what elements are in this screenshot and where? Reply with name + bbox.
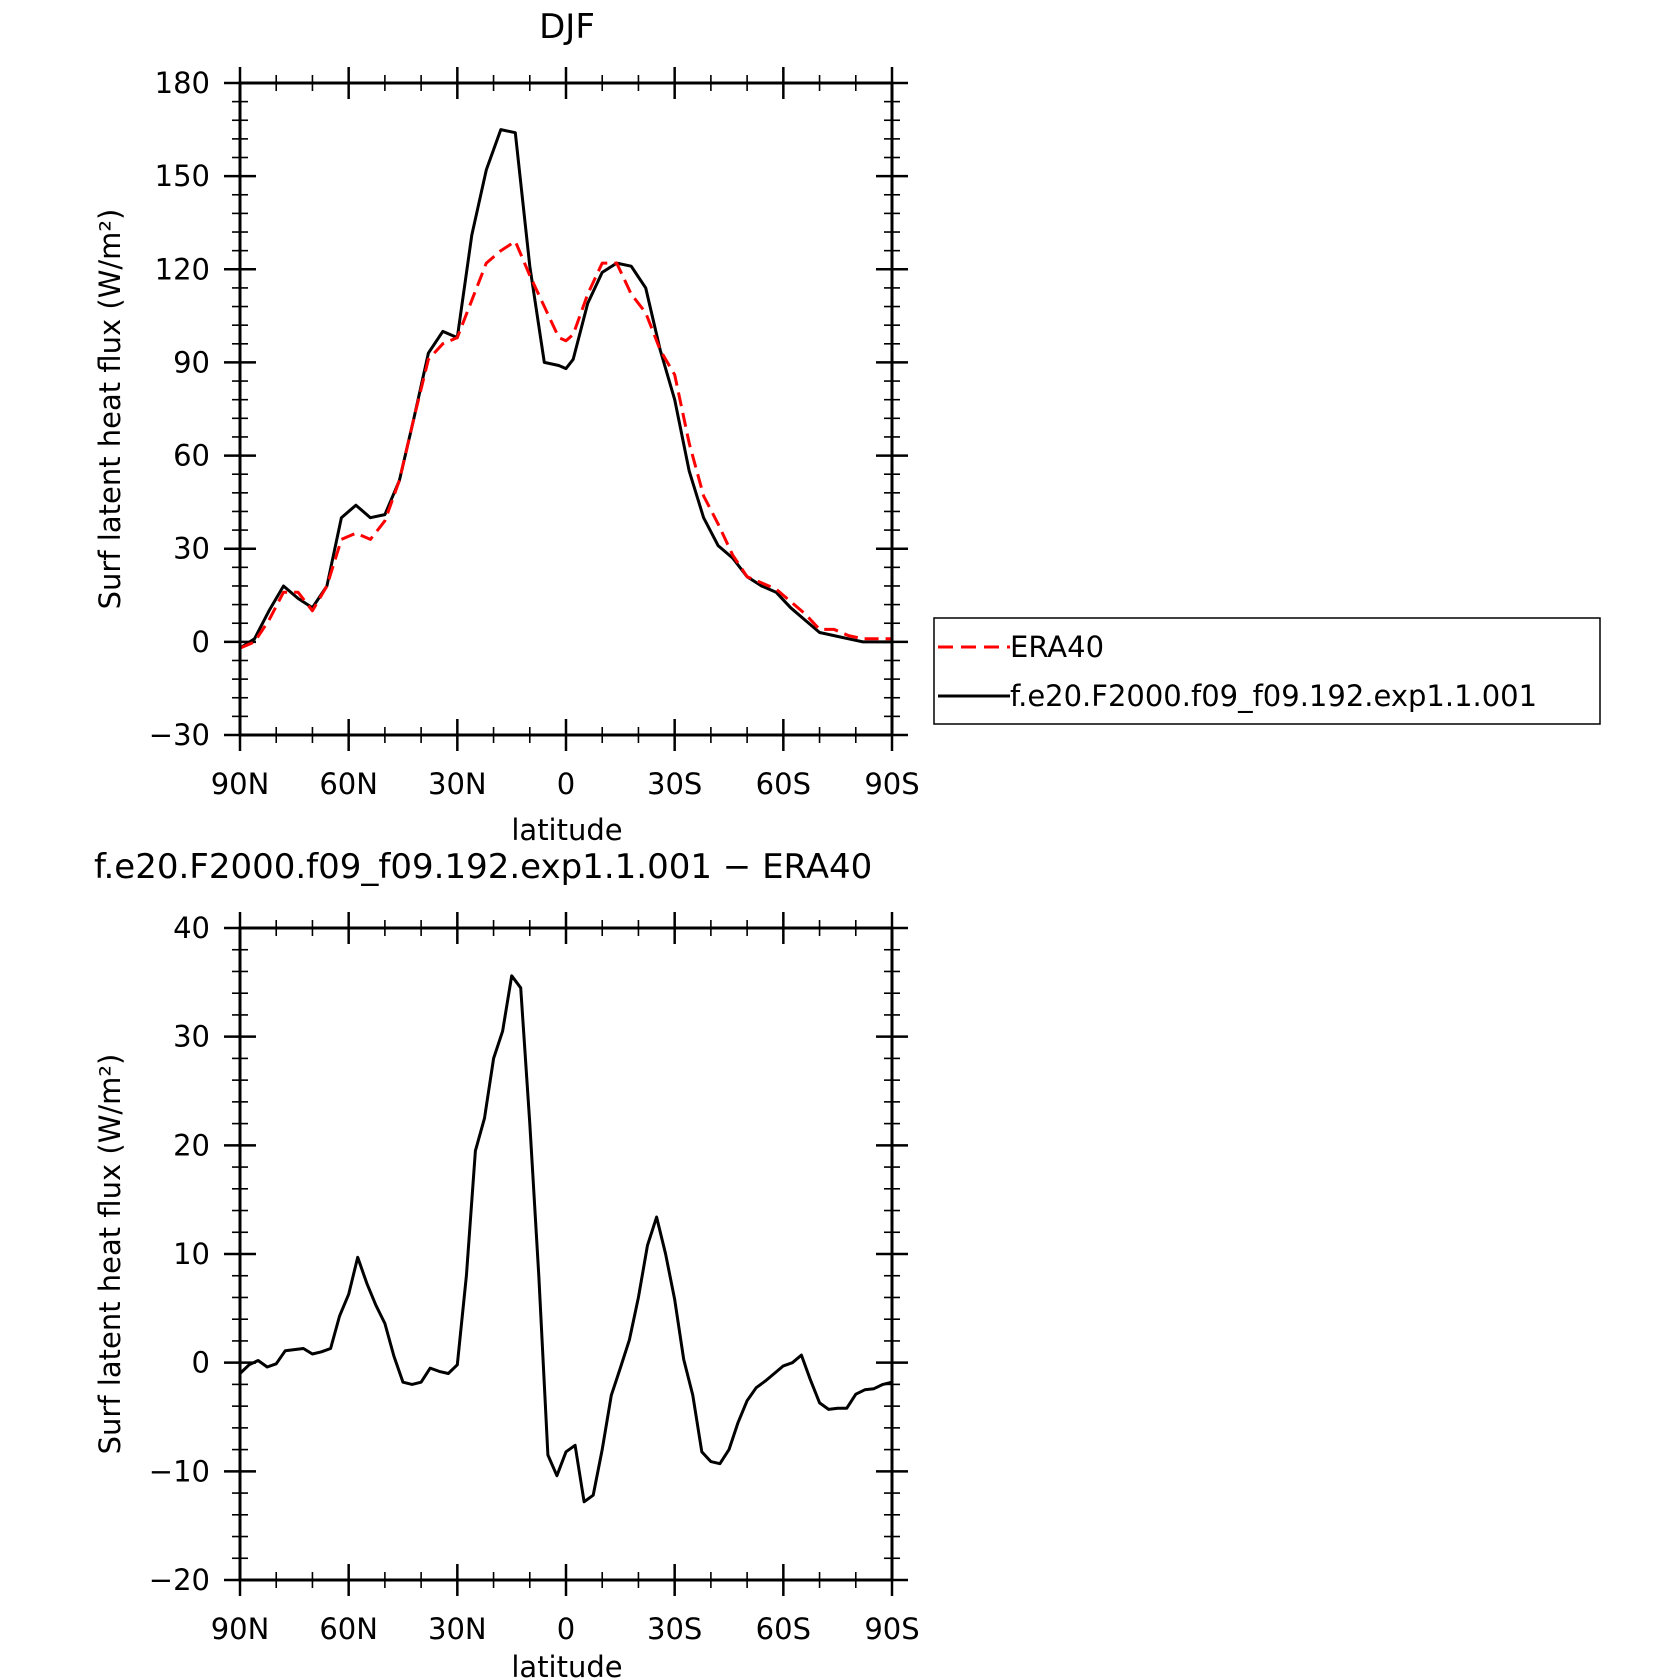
bottom-x-axis-label: latitude [511,1650,622,1680]
bottom-series-group [238,974,893,1504]
top-series-line-model [239,128,892,650]
bottom-y-tick-label: 10 [173,1237,210,1271]
bottom-y-tick-label: −10 [149,1454,210,1488]
top-y-tick-label: 60 [173,439,210,473]
top-y-tick-label: 30 [173,532,210,566]
top-x-tick-label: 60N [319,767,378,801]
top-ticks: −30 0 30 60 90 120 150 180 90N 60N 30N 0 30S 60S 90S [149,66,920,801]
top-x-tick-label: 60S [756,767,811,801]
bottom-y-tick-label: 0 [192,1346,210,1380]
bottom-x-tick-label: 60N [319,1612,378,1646]
top-chart-title: DJF [539,7,595,47]
top-x-tick-label: 30S [647,767,702,801]
bottom-x-tick-label: 30S [647,1612,702,1646]
top-y-tick-label: 150 [155,159,210,193]
bottom-x-tick-label: 30N [428,1612,487,1646]
top-y-tick-label: −30 [149,718,210,752]
bottom-series-line-model [238,974,893,1504]
top-x-tick-label: 0 [557,767,575,801]
top-x-tick-label: 90N [211,767,270,801]
bottom-panel: f.e20.F2000.f09_f09.192.exp1.1.001 − ERA… [93,847,920,1680]
top-x-tick-label: 90S [864,767,919,801]
top-y-axis-label: Surf latent heat flux (W/m²) [93,209,127,610]
legend-box [933,617,1601,725]
bottom-x-tick-label: 90S [864,1612,919,1646]
top-series-line-era40 [239,239,892,650]
top-plot-frame [238,81,894,737]
top-y-tick-label: 180 [155,66,210,100]
bottom-x-tick-label: 90N [211,1612,270,1646]
top-y-tick-label: 0 [192,625,210,659]
bottom-y-tick-label: 20 [173,1128,210,1162]
legend: ERA40 f.e20.F2000.f09_f09.192.exp1.1.001 [933,617,1601,725]
top-y-tick-label: 120 [155,252,210,286]
top-series-group [239,128,892,650]
bottom-ticks: −20 −10 0 10 20 30 40 90N 60N 30N 0 30S 60S 90S [149,911,920,1646]
top-y-tick-label: 90 [173,345,210,379]
legend-era40-label: ERA40 [1010,630,1104,664]
bottom-x-tick-label: 60S [756,1612,811,1646]
bottom-x-tick-label: 0 [557,1612,575,1646]
bottom-y-tick-label: 30 [173,1020,210,1054]
legend-model-label: f.e20.F2000.f09_f09.192.exp1.1.001 [1010,679,1537,713]
top-x-axis-label: latitude [511,813,622,847]
bottom-plot-frame [238,926,894,1582]
bottom-y-tick-label: 40 [173,911,210,945]
bottom-y-axis-label: Surf latent heat flux (W/m²) [93,1054,127,1455]
top-x-tick-label: 30N [428,767,487,801]
top-panel: DJF −30 0 30 60 90 120 150 180 90N 60N 30N 0 30S 60S 9… [93,7,1601,847]
bottom-y-tick-label: −20 [149,1563,210,1597]
bottom-chart-title: f.e20.F2000.f09_f09.192.exp1.1.001 − ERA… [94,847,872,887]
